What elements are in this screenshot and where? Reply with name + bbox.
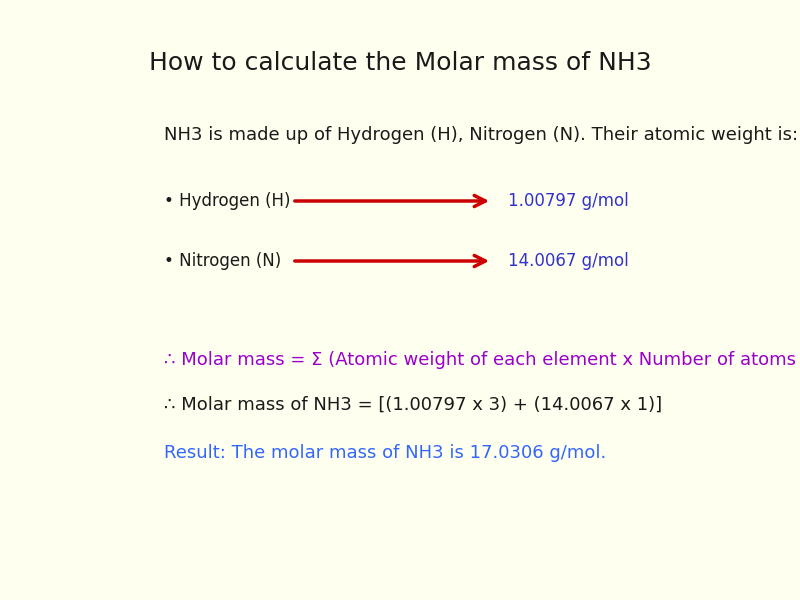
Text: How to calculate the Molar mass of NH3: How to calculate the Molar mass of NH3 (149, 51, 651, 75)
Text: • Hydrogen (H): • Hydrogen (H) (164, 192, 290, 210)
Text: 1.00797 g/mol: 1.00797 g/mol (508, 192, 629, 210)
Text: ∴ Molar mass = Σ (Atomic weight of each element x Number of atoms: ∴ Molar mass = Σ (Atomic weight of each … (164, 351, 796, 369)
Text: 14.0067 g/mol: 14.0067 g/mol (508, 252, 629, 270)
Text: • Nitrogen (N): • Nitrogen (N) (164, 252, 282, 270)
Text: ∴ Molar mass of NH3 = [(1.00797 x 3) + (14.0067 x 1)]: ∴ Molar mass of NH3 = [(1.00797 x 3) + (… (164, 396, 662, 414)
Text: Result: The molar mass of NH3 is 17.0306 g/mol.: Result: The molar mass of NH3 is 17.0306… (164, 444, 606, 462)
Text: NH3 is made up of Hydrogen (H), Nitrogen (N). Their atomic weight is:: NH3 is made up of Hydrogen (H), Nitrogen… (164, 126, 798, 144)
